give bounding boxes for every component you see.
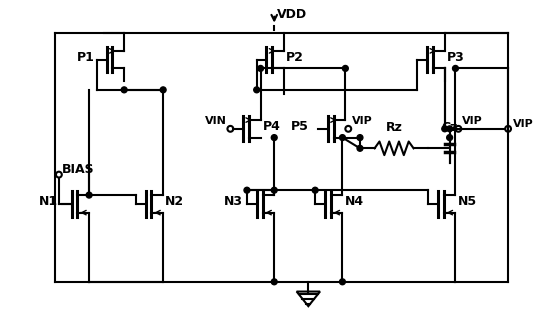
Circle shape bbox=[244, 187, 250, 193]
Circle shape bbox=[271, 187, 277, 193]
Circle shape bbox=[446, 126, 452, 132]
Circle shape bbox=[343, 66, 348, 71]
Text: VIP: VIP bbox=[352, 116, 373, 126]
Circle shape bbox=[312, 187, 318, 193]
Circle shape bbox=[271, 279, 277, 285]
Text: N2: N2 bbox=[165, 196, 184, 208]
Text: P2: P2 bbox=[286, 51, 304, 64]
Circle shape bbox=[357, 135, 363, 140]
Circle shape bbox=[121, 87, 127, 93]
Circle shape bbox=[357, 145, 363, 151]
Circle shape bbox=[339, 279, 345, 285]
Circle shape bbox=[254, 87, 259, 93]
Circle shape bbox=[452, 66, 458, 71]
Circle shape bbox=[271, 135, 277, 140]
Text: N5: N5 bbox=[457, 196, 477, 208]
Text: P1: P1 bbox=[77, 51, 95, 64]
Circle shape bbox=[442, 126, 448, 132]
Text: Cz: Cz bbox=[442, 121, 458, 134]
Text: P5: P5 bbox=[291, 120, 308, 133]
Circle shape bbox=[339, 135, 345, 140]
Circle shape bbox=[160, 87, 166, 93]
Circle shape bbox=[86, 192, 92, 198]
Circle shape bbox=[446, 135, 452, 140]
Text: N4: N4 bbox=[345, 196, 363, 208]
Text: P3: P3 bbox=[446, 51, 464, 64]
Text: P4: P4 bbox=[263, 120, 280, 133]
Text: VIN: VIN bbox=[205, 116, 227, 126]
Text: N3: N3 bbox=[224, 196, 243, 208]
Text: VIP: VIP bbox=[462, 116, 483, 126]
Text: VIP: VIP bbox=[513, 119, 534, 129]
Circle shape bbox=[258, 66, 264, 71]
Text: BIAS: BIAS bbox=[62, 163, 94, 176]
Text: N1: N1 bbox=[39, 196, 58, 208]
Text: Rz: Rz bbox=[385, 121, 403, 134]
Text: VDD: VDD bbox=[277, 8, 307, 21]
